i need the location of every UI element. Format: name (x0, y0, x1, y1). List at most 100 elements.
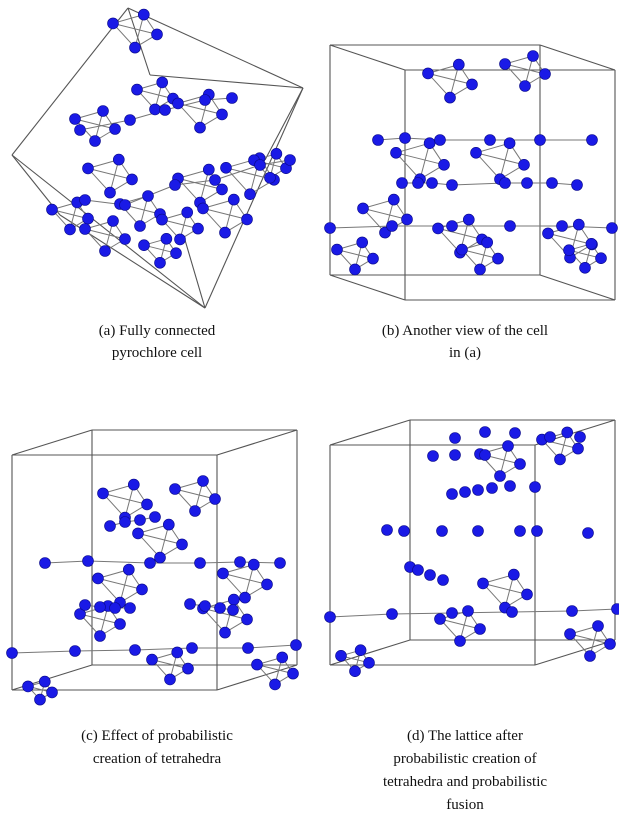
atom (453, 59, 464, 70)
cell-edge (265, 88, 303, 160)
atom (535, 135, 546, 146)
atom (252, 659, 263, 670)
atom (447, 489, 458, 500)
atom (435, 614, 446, 625)
atom (585, 651, 596, 662)
cell-edge (128, 8, 303, 88)
atom (503, 441, 514, 452)
atom (424, 138, 435, 149)
atom (220, 227, 231, 238)
atom (70, 646, 81, 657)
atom (185, 599, 196, 610)
atom (508, 569, 519, 580)
bond (88, 561, 150, 563)
atom (95, 631, 106, 642)
atom (120, 200, 131, 211)
atom (255, 160, 266, 171)
atom (435, 135, 446, 146)
atom (130, 645, 141, 656)
atom (288, 668, 299, 679)
atom (155, 552, 166, 563)
atom (439, 159, 450, 170)
atom (195, 558, 206, 569)
atom (399, 526, 410, 537)
atom (437, 526, 448, 537)
atom (427, 178, 438, 189)
atom (515, 459, 526, 470)
atom (80, 224, 91, 235)
caption-c: creation of tetrahedra (93, 751, 222, 767)
atom (368, 253, 379, 264)
atom (350, 264, 361, 275)
atom (39, 676, 50, 687)
atom (157, 214, 168, 225)
atom (495, 471, 506, 482)
atom (332, 244, 343, 255)
atom (143, 191, 154, 202)
atom (123, 564, 134, 575)
atom (373, 135, 384, 146)
atom (475, 264, 486, 275)
atom (528, 51, 539, 62)
atom (198, 476, 209, 487)
bond (200, 562, 240, 563)
atom (575, 432, 586, 443)
atom (7, 648, 18, 659)
atom (105, 521, 116, 532)
atom (83, 556, 94, 567)
caption-c: (c) Effect of probabilistic (81, 728, 233, 744)
atom (195, 122, 206, 133)
atom (163, 519, 174, 530)
atom (217, 109, 228, 120)
atom (473, 526, 484, 537)
atom (543, 228, 554, 239)
atom (275, 558, 286, 569)
atom (152, 29, 163, 40)
atom (357, 237, 368, 248)
atom (428, 451, 439, 462)
atom (220, 627, 231, 638)
atom (70, 114, 81, 125)
atom (463, 606, 474, 617)
atom (271, 148, 282, 159)
cell-edge (330, 420, 410, 445)
atom (172, 647, 183, 658)
atom (198, 203, 209, 214)
atom (47, 687, 58, 698)
atom (203, 164, 214, 175)
atom (265, 172, 276, 183)
atom (473, 485, 484, 496)
atom (400, 133, 411, 144)
atom (445, 92, 456, 103)
bond (572, 609, 617, 611)
atom (245, 189, 256, 200)
atom (243, 643, 254, 654)
cell-edge (535, 640, 615, 665)
bond (240, 562, 280, 563)
atom (130, 42, 141, 53)
atom (113, 154, 124, 165)
atom (450, 433, 461, 444)
atom (423, 68, 434, 79)
atom (482, 237, 493, 248)
atom (475, 624, 486, 635)
atom (190, 506, 201, 517)
bond (330, 614, 392, 617)
atom (507, 607, 518, 618)
atom (240, 592, 251, 603)
atom (155, 257, 166, 268)
atom (98, 106, 109, 117)
atom (242, 614, 253, 625)
atom (573, 219, 584, 230)
atom (47, 204, 58, 215)
atom (532, 526, 543, 537)
atom (23, 681, 34, 692)
bond (392, 613, 452, 614)
atom (160, 105, 171, 116)
atom (510, 428, 521, 439)
atom (567, 606, 578, 617)
atom (358, 203, 369, 214)
atom (95, 602, 106, 613)
atom (485, 135, 496, 146)
atom (438, 575, 449, 586)
